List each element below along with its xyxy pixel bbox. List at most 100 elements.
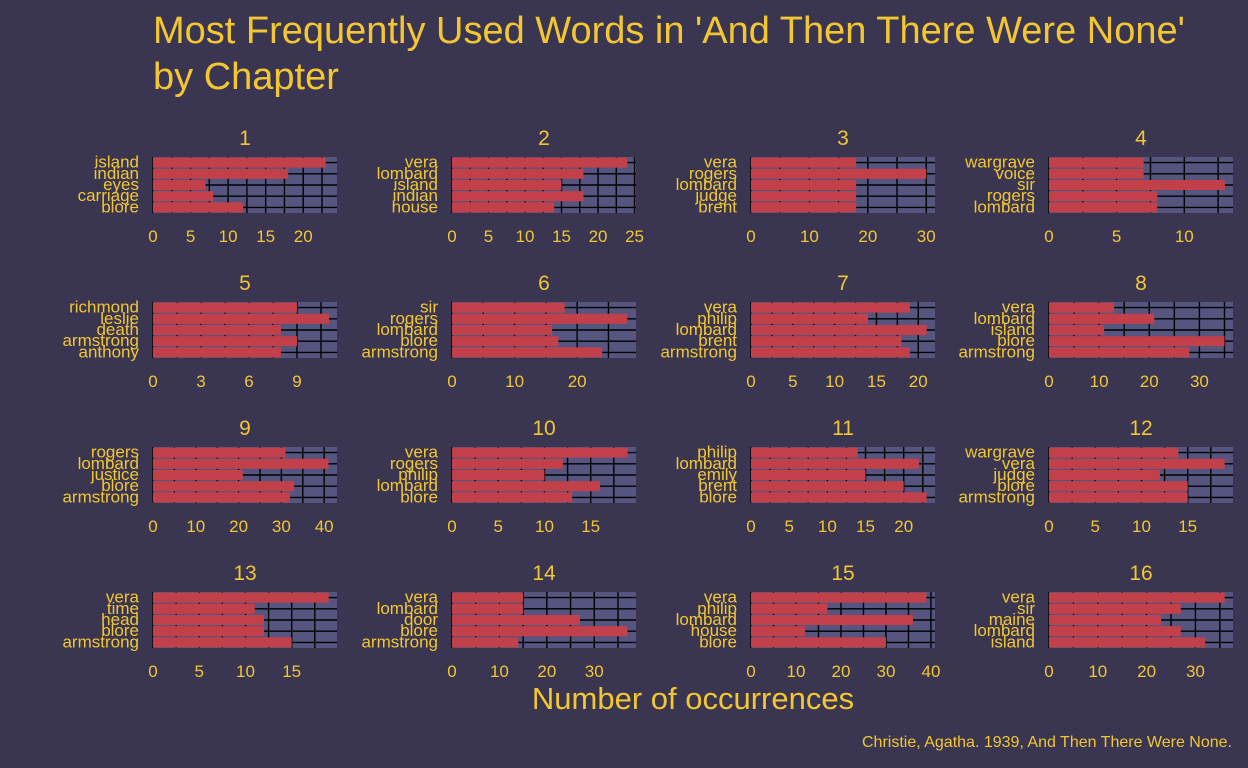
bar [1049, 324, 1105, 336]
tick-label: 20 [294, 227, 313, 246]
category-label: vera [1002, 588, 1036, 607]
tick-label: 5 [484, 227, 493, 246]
bar [1049, 191, 1158, 202]
tick-label: 0 [148, 662, 157, 681]
bar [1049, 168, 1144, 179]
tick-label: 0 [447, 372, 456, 391]
bar [1049, 347, 1190, 358]
bar [153, 469, 243, 481]
category-label: lombard [676, 610, 737, 629]
bar [452, 324, 553, 336]
tick-label: 30 [272, 517, 291, 536]
category-label: judge [694, 186, 737, 205]
category-label: blore [101, 476, 139, 495]
category-label: brent [698, 197, 737, 216]
tick-label: 10 [219, 227, 238, 246]
bar [153, 302, 297, 313]
panel-title: 2 [538, 127, 550, 150]
tick-label: 15 [867, 372, 886, 391]
bar [452, 469, 545, 481]
bar [452, 313, 628, 324]
category-label: blore [400, 331, 438, 350]
category-label: blore [699, 487, 737, 506]
bar [452, 481, 600, 492]
bar [751, 447, 858, 458]
category-label: wargrave [964, 153, 1035, 172]
category-label: armstrong [62, 632, 139, 651]
category-label: blore [400, 487, 438, 506]
category-label: voice [995, 164, 1035, 183]
category-label: vera [405, 153, 439, 172]
category-label: lombard [974, 197, 1035, 216]
tick-label: 20 [229, 517, 248, 536]
tick-label: 0 [148, 517, 157, 536]
bar [153, 492, 290, 503]
bar [452, 592, 524, 603]
panel-title: 6 [538, 272, 550, 295]
category-label: maine [989, 610, 1035, 629]
tick-label: 10 [1088, 662, 1107, 681]
bar [452, 191, 584, 202]
tick-label: 30 [1186, 662, 1205, 681]
bar [751, 302, 910, 313]
tick-label: 15 [856, 517, 875, 536]
bar [452, 168, 584, 179]
bar [153, 447, 286, 458]
bar [751, 157, 857, 168]
tick-label: 5 [1112, 227, 1121, 246]
bar [751, 336, 902, 347]
category-label: rogers [390, 309, 438, 328]
bar [1049, 302, 1115, 313]
bar [1049, 469, 1160, 481]
category-label: anthony [79, 342, 140, 361]
bar [1049, 336, 1225, 347]
category-label: vera [405, 443, 439, 462]
tick-label: 20 [537, 662, 556, 681]
tick-label: 10 [818, 517, 837, 536]
category-label: lombard [377, 476, 438, 495]
category-label: philip [697, 443, 737, 462]
category-label: head [101, 610, 139, 629]
tick-label: 20 [894, 517, 913, 536]
tick-label: 15 [282, 662, 301, 681]
tick-label: 0 [746, 227, 755, 246]
bar [153, 458, 329, 469]
bar [1049, 492, 1188, 503]
bar [1049, 447, 1179, 458]
tick-label: 15 [581, 517, 600, 536]
bar [452, 179, 562, 191]
category-label: indian [94, 164, 139, 183]
panel-title: 11 [832, 417, 854, 440]
category-label: lombard [676, 175, 737, 194]
bar [153, 592, 329, 603]
bar [452, 458, 563, 469]
bar [452, 347, 603, 358]
category-label: judge [992, 465, 1035, 484]
category-label: armstrong [62, 487, 139, 506]
category-label: blore [101, 197, 139, 216]
bar [751, 481, 904, 492]
bar [751, 637, 886, 648]
panel-title: 7 [837, 272, 849, 295]
panel-title: 10 [532, 417, 555, 440]
bar [153, 191, 214, 202]
panel-title: 1 [239, 127, 251, 150]
bar [751, 324, 927, 336]
tick-label: 15 [256, 227, 275, 246]
bar [452, 614, 581, 626]
tick-label: 0 [148, 227, 157, 246]
category-label: sir [420, 298, 438, 317]
tick-label: 10 [186, 517, 205, 536]
bar [1049, 202, 1158, 213]
bar [751, 469, 866, 481]
category-label: death [96, 320, 139, 339]
tick-label: 20 [832, 662, 851, 681]
